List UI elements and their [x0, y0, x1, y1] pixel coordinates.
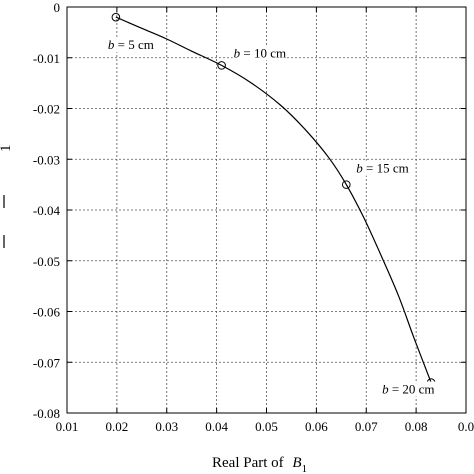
- y-tick-label: -0.01: [33, 51, 60, 66]
- x-tick-label: 0.04: [205, 419, 228, 434]
- point-label-background: [381, 381, 436, 397]
- point-label-symbol: b: [234, 45, 241, 60]
- point-label: b = 10 cm: [234, 45, 286, 60]
- x-tick-label: 0.08: [405, 419, 428, 434]
- point-label-text: = 10 cm: [240, 45, 286, 60]
- point-label-background: [355, 160, 410, 176]
- data-point-marker: [342, 180, 351, 189]
- y-tick-label: -0.04: [33, 203, 61, 218]
- y-axis-title-fragment: 1: [0, 145, 14, 153]
- x-tick-label: 0.02: [106, 419, 129, 434]
- point-label-background: [106, 37, 155, 53]
- y-tick-label: -0.03: [33, 152, 60, 167]
- point-label-symbol: b: [382, 382, 389, 397]
- y-tick-label: -0.02: [33, 102, 60, 117]
- y-tick-label: -0.08: [33, 406, 60, 421]
- x-tick-label: 0.06: [305, 419, 328, 434]
- point-label: b = 5 cm: [108, 37, 154, 52]
- y-tick-label: -0.06: [33, 305, 61, 320]
- x-axis-title: Real Part of B1: [212, 455, 307, 474]
- x-tick-label: 0.07: [355, 419, 378, 434]
- grid: [67, 7, 466, 413]
- x-tick-label: 0.03: [155, 419, 178, 434]
- x-axis-title-text: Real Part of: [212, 455, 284, 471]
- point-label-text: = 20 cm: [389, 382, 435, 397]
- point-label-symbol: b: [356, 161, 363, 176]
- series: [111, 12, 436, 387]
- point-labels: b = 5 cmb = 10 cmb = 15 cmb = 20 cm: [106, 37, 436, 397]
- x-axis-title-subscript: 1: [302, 463, 308, 474]
- point-label-background: [232, 45, 288, 61]
- data-point-marker: [111, 12, 121, 22]
- y-tick-label: -0.05: [33, 254, 60, 269]
- x-tick-label: 0.05: [255, 419, 278, 434]
- point-label: b = 15 cm: [356, 161, 408, 176]
- point-label-text: = 15 cm: [363, 161, 409, 176]
- point-label-symbol: b: [108, 37, 115, 52]
- y-tick-label: 0: [54, 0, 61, 15]
- x-tick-label: 0.0: [458, 419, 474, 434]
- point-label-text: = 5 cm: [114, 37, 153, 52]
- x-tick-label: 0.01: [56, 419, 79, 434]
- data-point-marker: [217, 61, 226, 70]
- point-label: b = 20 cm: [382, 382, 434, 397]
- series-curve: [115, 16, 432, 383]
- y-tick-label: -0.07: [33, 355, 61, 370]
- ticks: 0.01 0.02 0.03 0.04 0.05 0.06 0.07 0.08 0.0 0 -0.0…: [33, 0, 474, 434]
- x-axis-title-symbol: B: [292, 455, 301, 471]
